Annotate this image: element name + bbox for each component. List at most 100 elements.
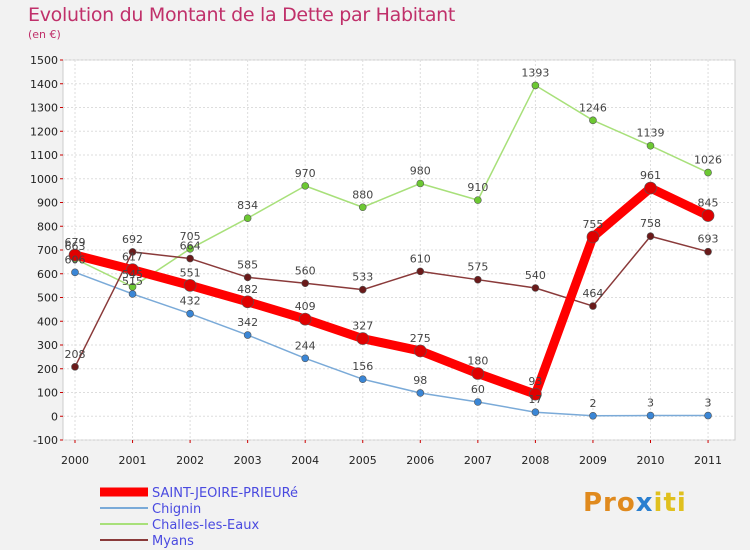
x-tick-label: 2002 — [176, 454, 204, 467]
series-line — [74, 84, 709, 288]
y-tick-label: 900 — [37, 197, 58, 210]
data-label: 755 — [582, 218, 603, 231]
x-tick-label: 2008 — [521, 454, 549, 467]
proxiti-logo: Proxiti — [583, 488, 687, 518]
data-point — [701, 209, 715, 222]
data-label: 409 — [295, 300, 316, 313]
data-label: 617 — [122, 251, 143, 264]
data-point — [589, 302, 597, 310]
data-point — [646, 411, 655, 420]
data-label: 845 — [698, 197, 719, 210]
data-label: 663 — [65, 240, 86, 253]
y-tick-label: 700 — [37, 244, 58, 257]
data-label: 180 — [467, 355, 488, 368]
data-point — [646, 141, 655, 150]
x-tick-label: 2007 — [464, 454, 492, 467]
data-label: 482 — [237, 283, 258, 296]
y-tick-label: 0 — [51, 410, 58, 423]
y-tick-label: 800 — [37, 220, 58, 233]
data-point — [241, 295, 254, 309]
data-point — [298, 312, 312, 326]
data-label: 98 — [413, 374, 427, 387]
data-label: 60 — [471, 383, 485, 396]
data-label: 327 — [352, 320, 373, 333]
data-point — [243, 273, 252, 282]
y-tick-label: 100 — [37, 387, 58, 400]
data-label: 93 — [528, 375, 542, 388]
data-point — [704, 411, 712, 420]
logo-part-3: iti — [653, 488, 687, 518]
data-label: 585 — [237, 258, 258, 271]
data-label: 693 — [698, 233, 719, 246]
y-tick-label: 1300 — [30, 102, 58, 115]
data-label: 545 — [122, 268, 143, 281]
data-point — [531, 81, 540, 90]
data-label: 705 — [180, 230, 201, 243]
legend-label: Challes-les-Eaux — [152, 518, 259, 533]
x-tick-label: 2000 — [61, 454, 89, 467]
data-label: 560 — [295, 264, 316, 277]
data-labels: 679 617 551 482 409 327 275 180 93 755 961 845 606 51… — [65, 66, 723, 409]
data-label: 834 — [237, 199, 258, 212]
data-label: 551 — [180, 266, 201, 279]
x-tick-label: 2009 — [579, 454, 607, 467]
data-point — [416, 389, 425, 397]
data-point — [301, 182, 310, 190]
data-point — [416, 179, 425, 188]
series-line — [74, 235, 709, 368]
y-tick-label: 1500 — [30, 54, 58, 67]
y-tick-label: 1200 — [30, 125, 58, 138]
data-point — [183, 279, 197, 292]
data-label: 342 — [237, 316, 258, 329]
y-tick-label: 200 — [37, 363, 58, 376]
data-point — [71, 363, 79, 371]
data-label: 156 — [352, 360, 373, 373]
data-label: 758 — [640, 217, 661, 230]
data-point — [413, 344, 427, 358]
data-label: 432 — [180, 295, 201, 308]
data-label: 970 — [295, 167, 316, 180]
data-point — [186, 254, 194, 263]
data-point — [529, 387, 542, 401]
data-label: 3 — [705, 397, 712, 410]
data-point — [356, 332, 370, 345]
y-axis: -100 0 100 200 300 400 500 600 700 800 900 1000 1100… — [30, 54, 63, 447]
data-point — [71, 268, 79, 277]
data-point — [474, 275, 482, 284]
data-point — [126, 263, 139, 277]
data-label: 515 — [122, 275, 143, 288]
series-group — [68, 81, 715, 420]
data-point — [474, 398, 482, 406]
data-point — [243, 331, 252, 339]
x-tick-label: 2004 — [291, 454, 319, 467]
data-point — [589, 116, 597, 125]
data-label: 1393 — [521, 66, 549, 79]
data-point — [243, 214, 252, 222]
data-label: 533 — [352, 271, 373, 284]
data-point — [128, 248, 137, 256]
data-label: 692 — [122, 233, 143, 246]
data-label: 1246 — [579, 101, 607, 114]
data-label: 575 — [467, 261, 488, 274]
data-point — [704, 168, 712, 177]
data-label: 980 — [410, 165, 431, 178]
y-tick-label: 1000 — [30, 173, 58, 186]
y-tick-label: 1400 — [30, 78, 58, 91]
legend-label: Chignin — [152, 502, 201, 517]
data-label: 244 — [295, 339, 316, 352]
data-label: 464 — [582, 287, 603, 300]
chart-subtitle: (en €) — [28, 28, 61, 41]
data-point — [186, 245, 194, 253]
data-point — [646, 232, 655, 241]
data-point — [358, 285, 367, 294]
legend-label: Myans — [152, 534, 194, 549]
logo-part-1: Pro — [583, 488, 636, 518]
grid — [63, 59, 735, 441]
data-point — [186, 309, 194, 318]
x-axis: 2000 2001 2002 2003 2004 2005 2006 2007 2008 2009… — [61, 440, 722, 467]
data-point — [416, 267, 425, 276]
data-point — [531, 284, 540, 292]
data-label: 1139 — [637, 127, 665, 140]
